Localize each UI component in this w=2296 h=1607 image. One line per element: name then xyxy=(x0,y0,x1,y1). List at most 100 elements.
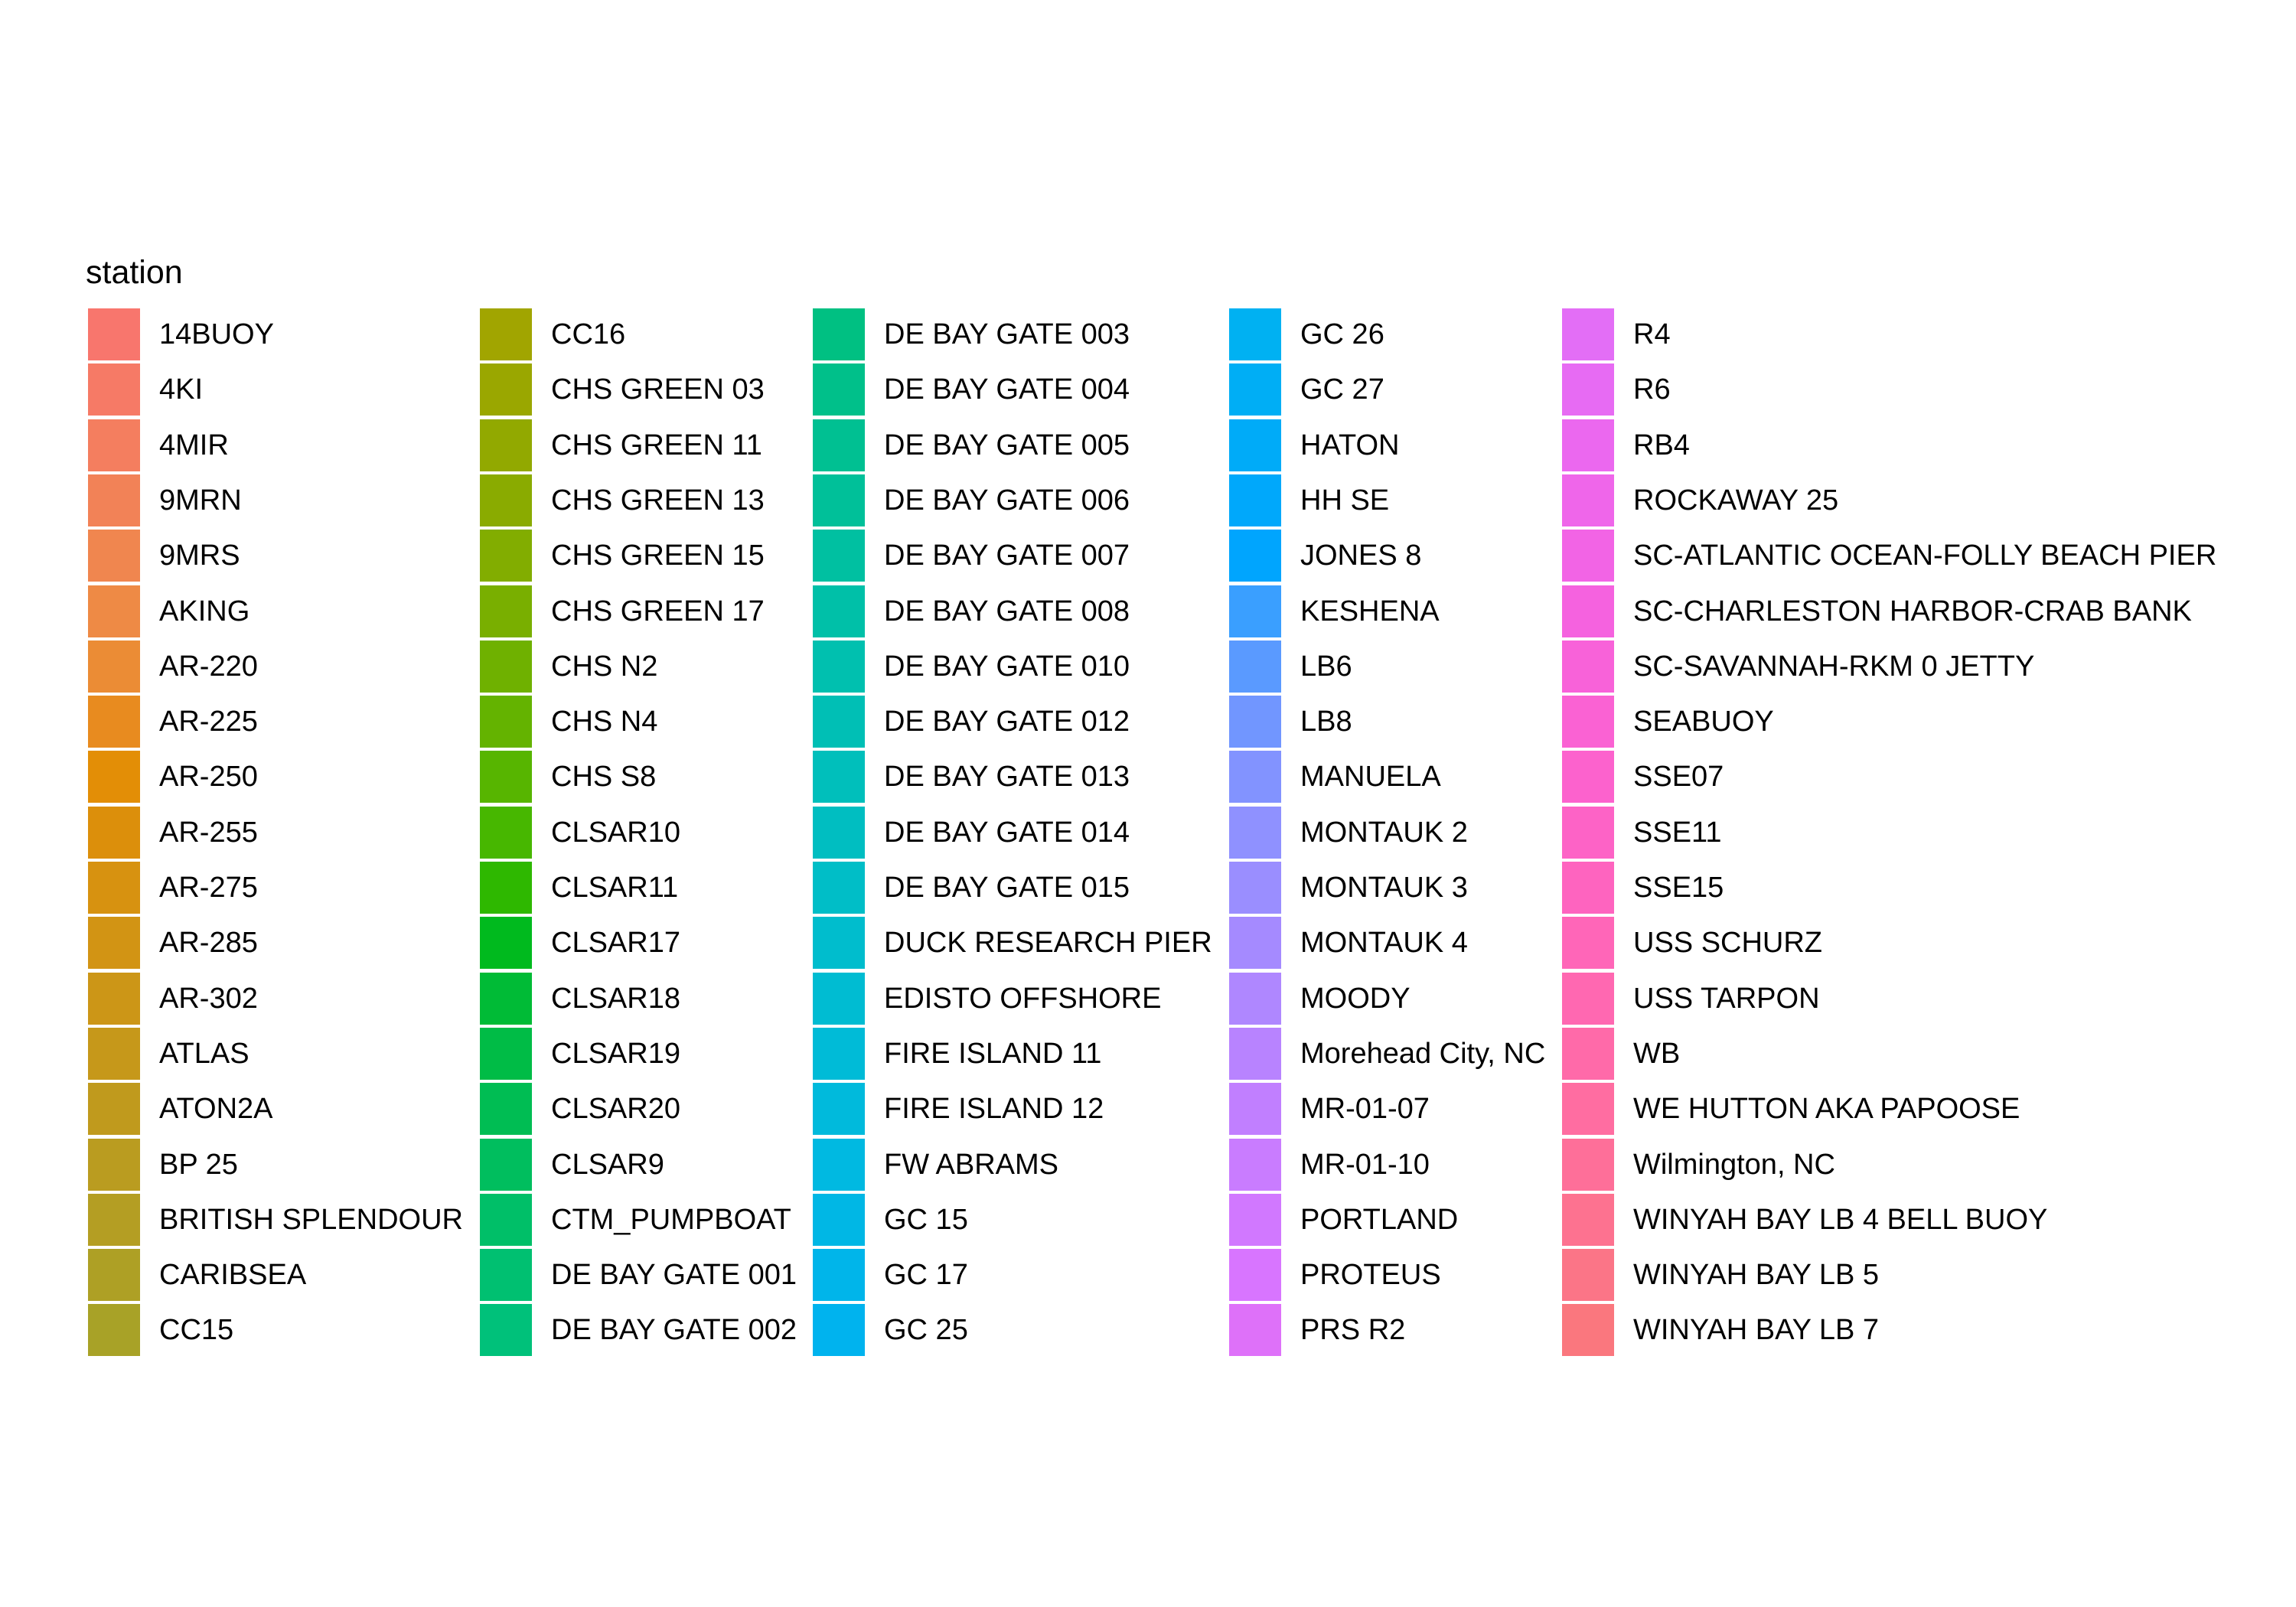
legend-key-swatch xyxy=(1229,696,1281,748)
legend-key-swatch xyxy=(88,1083,140,1136)
legend-label: PROTEUS xyxy=(1300,1259,1441,1292)
legend-label: USS TARPON xyxy=(1633,982,1820,1015)
legend-key-swatch xyxy=(480,1304,532,1357)
legend-key-swatch xyxy=(813,1138,865,1191)
legend-key-swatch xyxy=(1229,585,1281,637)
legend-label: DE BAY GATE 008 xyxy=(884,595,1130,627)
legend-label: WINYAH BAY LB 7 xyxy=(1633,1314,1879,1347)
legend-key-swatch xyxy=(480,1193,532,1246)
legend-label: SSE07 xyxy=(1633,761,1724,794)
legend-key-swatch xyxy=(1562,1193,1614,1246)
legend-key-swatch xyxy=(1229,1138,1281,1191)
legend-label: DE BAY GATE 012 xyxy=(884,706,1130,738)
legend-label: AR-225 xyxy=(159,706,258,738)
legend-label: CARIBSEA xyxy=(159,1259,307,1292)
legend-label: R6 xyxy=(1633,373,1671,406)
legend-label: ATON2A xyxy=(159,1093,273,1126)
legend-key-swatch xyxy=(813,308,865,360)
legend-key-swatch xyxy=(88,696,140,748)
legend-key-swatch xyxy=(1562,363,1614,416)
legend-label: CHS GREEN 11 xyxy=(551,429,762,461)
legend-label: DE BAY GATE 006 xyxy=(884,484,1130,517)
legend-key-swatch xyxy=(480,1027,532,1080)
legend-label: 14BUOY xyxy=(159,318,274,350)
legend-label: LB6 xyxy=(1300,650,1352,683)
legend-label: CLSAR9 xyxy=(551,1148,664,1181)
legend-label: CHS N4 xyxy=(551,706,658,738)
legend-label: GC 15 xyxy=(884,1203,968,1236)
legend-label: AR-285 xyxy=(159,927,258,960)
legend-key-swatch xyxy=(480,1138,532,1191)
legend-key-swatch xyxy=(1562,1138,1614,1191)
legend-label: CLSAR11 xyxy=(551,872,679,904)
legend-label: MR-01-07 xyxy=(1300,1093,1430,1126)
legend-key-swatch xyxy=(480,363,532,416)
legend-key-swatch xyxy=(480,640,532,693)
legend-key-swatch xyxy=(1229,363,1281,416)
legend-key-swatch xyxy=(813,419,865,471)
legend-label: CHS GREEN 15 xyxy=(551,539,765,572)
legend-label: RB4 xyxy=(1633,429,1690,461)
legend-key-swatch xyxy=(480,751,532,804)
legend-label: GC 17 xyxy=(884,1259,968,1292)
legend-label: BRITISH SPLENDOUR xyxy=(159,1203,463,1236)
legend-label: DE BAY GATE 005 xyxy=(884,429,1130,461)
legend-key-swatch xyxy=(1229,917,1281,970)
legend-key-swatch xyxy=(88,419,140,471)
legend-label: 9MRS xyxy=(159,539,240,572)
legend-label: SC-CHARLESTON HARBOR-CRAB BANK xyxy=(1633,595,2192,627)
legend-label: AR-250 xyxy=(159,761,258,794)
legend-label: FW ABRAMS xyxy=(884,1148,1059,1181)
legend-label: ATLAS xyxy=(159,1037,249,1070)
legend-key-swatch xyxy=(1562,1027,1614,1080)
legend-key-swatch xyxy=(88,640,140,693)
legend-label: USS SCHURZ xyxy=(1633,927,1823,960)
legend-label: DE BAY GATE 007 xyxy=(884,539,1130,572)
legend-label: FIRE ISLAND 12 xyxy=(884,1093,1104,1126)
legend-key-swatch xyxy=(88,1304,140,1357)
legend-key-swatch xyxy=(813,862,865,914)
legend-key-swatch xyxy=(813,530,865,582)
legend-label: Wilmington, NC xyxy=(1633,1148,1835,1181)
legend-label: CLSAR17 xyxy=(551,927,680,960)
legend-key-swatch xyxy=(88,862,140,914)
legend-label: MR-01-10 xyxy=(1300,1148,1430,1181)
legend-key-swatch xyxy=(813,585,865,637)
legend-label: WINYAH BAY LB 4 BELL BUOY xyxy=(1633,1203,2048,1236)
legend-label: DE BAY GATE 004 xyxy=(884,373,1130,406)
legend-key-swatch xyxy=(1229,862,1281,914)
legend-label: MONTAUK 3 xyxy=(1300,872,1468,904)
legend-label: MOODY xyxy=(1300,982,1411,1015)
legend-key-swatch xyxy=(1562,530,1614,582)
legend-label: AR-220 xyxy=(159,650,258,683)
legend-label: PORTLAND xyxy=(1300,1203,1459,1236)
legend-label: LB8 xyxy=(1300,706,1352,738)
legend-key-swatch xyxy=(1229,1249,1281,1302)
legend-key-swatch xyxy=(480,696,532,748)
legend-label: SSE15 xyxy=(1633,872,1724,904)
legend-label: AR-275 xyxy=(159,872,258,904)
legend-key-swatch xyxy=(1229,1083,1281,1136)
legend-key-swatch xyxy=(88,806,140,859)
legend-key-swatch xyxy=(88,530,140,582)
legend-key-swatch xyxy=(813,474,865,526)
legend-label: CTM_PUMPBOAT xyxy=(551,1203,791,1236)
legend-key-swatch xyxy=(480,806,532,859)
legend-label: GC 26 xyxy=(1300,318,1384,350)
legend-key-swatch xyxy=(813,806,865,859)
legend-label: CC16 xyxy=(551,318,626,350)
legend-label: SSE11 xyxy=(1633,816,1722,849)
legend-label: CHS GREEN 03 xyxy=(551,373,765,406)
legend-key-swatch xyxy=(813,917,865,970)
legend-key-swatch xyxy=(813,1304,865,1357)
legend-label: DUCK RESEARCH PIER xyxy=(884,927,1212,960)
legend-label: WE HUTTON AKA PAPOOSE xyxy=(1633,1093,2020,1126)
legend-label: AKING xyxy=(159,595,250,627)
legend-label: SC-ATLANTIC OCEAN-FOLLY BEACH PIER xyxy=(1633,539,2217,572)
legend-key-swatch xyxy=(1562,1304,1614,1357)
legend-key-swatch xyxy=(1229,308,1281,360)
legend-label: CLSAR18 xyxy=(551,982,680,1015)
legend-key-swatch xyxy=(1562,640,1614,693)
legend-label: DE BAY GATE 010 xyxy=(884,650,1130,683)
legend-label: CLSAR20 xyxy=(551,1093,680,1126)
